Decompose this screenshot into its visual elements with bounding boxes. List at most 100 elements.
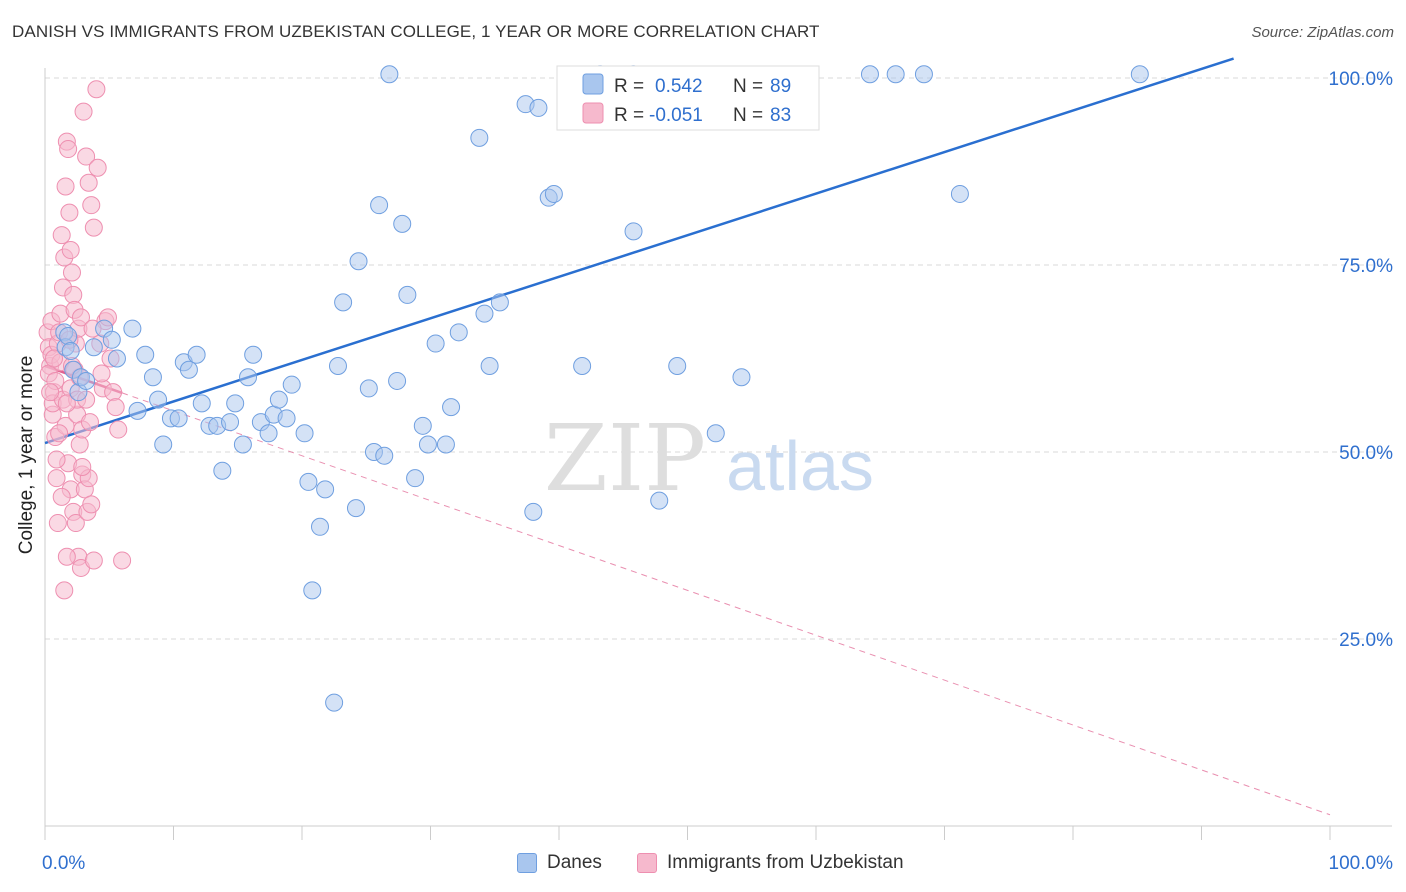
uzbekistan-point-49	[77, 147, 96, 166]
uzbekistan-point-23	[61, 241, 80, 260]
y-tick-label-0: 100.0%	[1329, 69, 1394, 90]
danes-point-33	[259, 424, 278, 443]
danes-point-62	[449, 323, 468, 342]
danes-point-50	[370, 196, 389, 215]
uzbekistan-point-77	[73, 457, 92, 476]
legend-item-uzbekistan[interactable]: Immigrants from Uzbekistan	[637, 852, 904, 874]
uzbekistan-point-67	[104, 383, 123, 402]
danes-point-48	[359, 379, 378, 398]
danes-point-23	[192, 394, 211, 413]
x-tick-label-0: 0.0%	[42, 853, 85, 874]
danes-point-78	[706, 424, 725, 443]
danes-point-22	[187, 345, 206, 364]
uzbekistan-point-72	[47, 450, 66, 469]
legend-r-value-uzbekistan: -0.051	[649, 105, 703, 126]
uzbekistan-point-47	[71, 308, 90, 327]
x-tick-label-1: 100.0%	[1329, 853, 1394, 874]
uzbekistan-point-61	[88, 158, 107, 177]
danes-point-28	[226, 394, 245, 413]
danes-point-59	[426, 334, 445, 353]
danes-point-37	[282, 375, 301, 394]
uzbekistan-point-51	[82, 196, 101, 215]
uzbekistan-point-78	[80, 413, 99, 432]
uzbekistan-point-7	[47, 469, 66, 488]
danes-point-2	[59, 327, 78, 346]
danes-point-61	[442, 398, 461, 417]
danes-point-79	[732, 368, 751, 387]
danes-point-53	[388, 371, 407, 390]
watermark: ZIP atlas	[544, 405, 874, 512]
legend-label-danes: Danes	[547, 852, 602, 873]
danes-point-77	[668, 356, 687, 375]
uzbekistan-point-74	[44, 349, 63, 368]
danes-point-13	[128, 401, 147, 420]
uzbekistan-point-80	[92, 364, 111, 383]
danes-point-31	[244, 345, 263, 364]
uzbekistan-point-53	[87, 80, 106, 99]
danes-point-69	[529, 98, 548, 117]
danes-point-36	[277, 409, 296, 428]
legend-swatch-danes	[582, 73, 604, 95]
danes-point-68	[524, 502, 543, 521]
uzbekistan-point-81	[41, 383, 60, 402]
danes-point-46	[346, 499, 365, 518]
uzbekistan-point-16	[52, 226, 71, 245]
uzbekistan-point-71	[50, 424, 69, 443]
bottom-legend: Danes Immigrants from Uzbekistan	[0, 850, 1406, 880]
uzbekistan-point-59	[82, 495, 101, 514]
uzbekistan-point-82	[57, 394, 76, 413]
legend-n-label-uzbekistan: N =	[733, 105, 763, 126]
danes-point-40	[303, 581, 322, 600]
uzbekistan-point-68	[106, 398, 125, 417]
legend-n-label-danes: N =	[733, 76, 763, 97]
trend-line-uzbekistan-dashed	[121, 392, 1331, 816]
legend-label-uzbekistan: Immigrants from Uzbekistan	[667, 852, 904, 873]
danes-point-47	[349, 252, 368, 271]
uzbekistan-point-52	[84, 218, 103, 237]
danes-point-21	[179, 360, 198, 379]
legend-swatch-uzbekistan-bottom	[637, 853, 657, 873]
danes-point-7	[77, 371, 96, 390]
stats-legend: R = 0.542 N = 89 R = -0.051 N = 83	[556, 65, 820, 131]
danes-point-76	[650, 491, 669, 510]
danes-point-72	[573, 356, 592, 375]
danes-point-43	[325, 693, 344, 712]
danes-point-58	[418, 435, 437, 454]
danes-point-66	[490, 293, 509, 312]
axes	[44, 68, 1392, 840]
uzbekistan-point-70	[113, 551, 132, 570]
danes-point-55	[398, 285, 417, 304]
danes-point-8	[84, 338, 103, 357]
uzbekistan-point-25	[64, 285, 83, 304]
danes-point-12	[123, 319, 142, 338]
uzbekistan-point-36	[55, 581, 74, 600]
watermark-zip: ZIP	[544, 405, 706, 512]
danes-point-27	[221, 413, 240, 432]
danes-point-30	[239, 368, 258, 387]
legend-r-label-danes: R =	[614, 76, 644, 97]
legend-swatch-uzbekistan	[582, 102, 604, 124]
danes-point-57	[413, 416, 432, 435]
danes-point-15	[143, 368, 162, 387]
y-tick-label-2: 50.0%	[1339, 443, 1393, 464]
danes-points	[55, 65, 1149, 712]
danes-point-38	[295, 424, 314, 443]
danes-point-45	[334, 293, 353, 312]
danes-point-84	[1130, 65, 1149, 84]
uzbekistan-point-21	[59, 140, 78, 159]
danes-point-3	[61, 342, 80, 361]
danes-point-65	[480, 356, 499, 375]
uzbekistan-point-24	[62, 263, 81, 282]
uzbekistan-point-48	[74, 102, 93, 121]
legend-swatch-danes-bottom	[517, 853, 537, 873]
tick-labels: 100.0% 75.0% 50.0% 25.0% 0.0% 100.0%	[42, 69, 1393, 874]
danes-point-44	[328, 356, 347, 375]
danes-point-26	[213, 461, 232, 480]
chart-title: DANISH VS IMMIGRANTS FROM UZBEKISTAN COL…	[12, 22, 820, 41]
uzbekistan-point-37	[57, 547, 76, 566]
legend-item-danes[interactable]: Danes	[517, 852, 602, 874]
danes-point-81	[886, 65, 905, 84]
danes-point-29	[233, 435, 252, 454]
danes-point-11	[107, 349, 126, 368]
